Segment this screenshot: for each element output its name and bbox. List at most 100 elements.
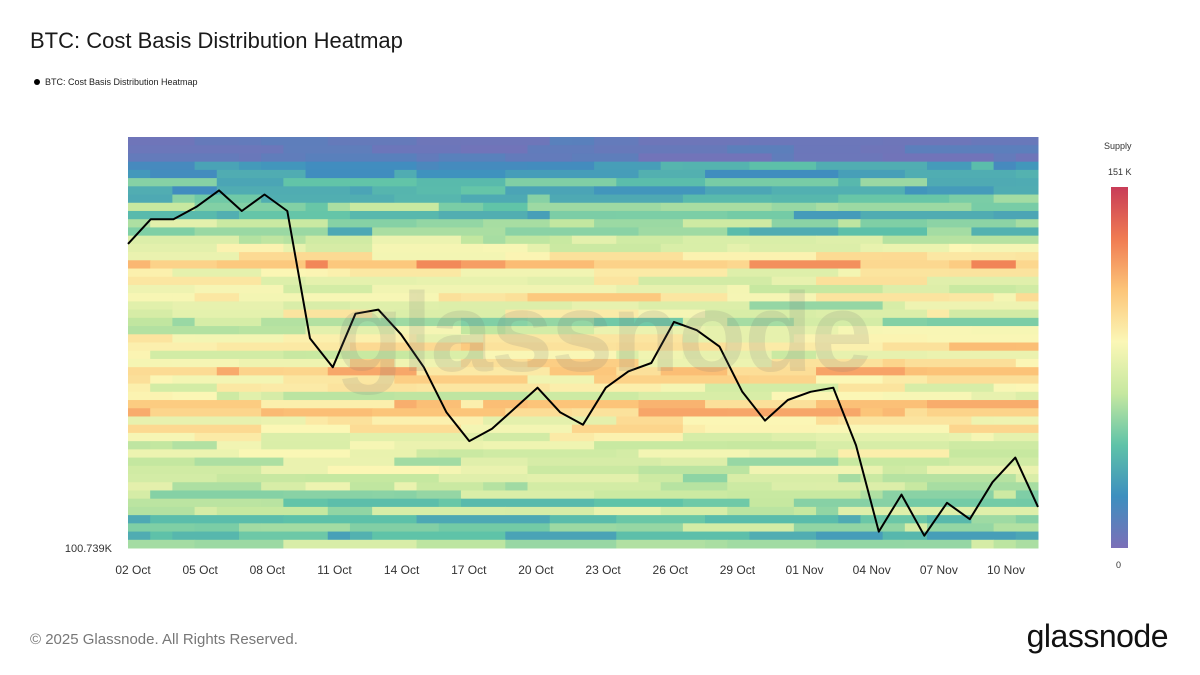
heatmap-cell xyxy=(816,416,839,426)
heatmap-cell xyxy=(993,490,1017,500)
heatmap-cell xyxy=(238,391,262,401)
heatmap-cell xyxy=(128,416,262,426)
heatmap-cell xyxy=(349,186,373,196)
y-min-label: 100.739K xyxy=(65,543,113,555)
heatmap-cell xyxy=(349,482,395,491)
heatmap-cell xyxy=(527,276,595,286)
heatmap-cell xyxy=(305,268,329,278)
heatmap-cell xyxy=(816,539,906,549)
heatmap-cell xyxy=(927,531,1017,541)
heatmap-cell xyxy=(571,408,639,417)
heatmap-cell xyxy=(172,268,262,278)
heatmap-cell xyxy=(416,161,440,171)
heatmap-cell xyxy=(438,153,506,163)
heatmap-cell xyxy=(616,235,684,245)
heatmap-cell xyxy=(882,342,950,352)
heatmap-cell xyxy=(416,367,551,376)
heatmap-cell xyxy=(660,243,728,253)
heatmap-cell xyxy=(394,457,462,467)
heatmap-cell xyxy=(327,383,418,393)
heatmap-cell xyxy=(705,186,773,196)
heatmap-cell xyxy=(882,252,928,261)
heatmap-cell xyxy=(816,235,884,245)
heatmap-cell xyxy=(927,161,972,171)
heatmap-cell xyxy=(771,276,817,286)
heatmap-cell xyxy=(460,145,529,154)
heatmap-cell xyxy=(993,186,1039,196)
heatmap-cell xyxy=(194,137,240,146)
heatmap-cell xyxy=(150,441,173,450)
heatmap-cell xyxy=(927,482,1039,491)
heatmap-cell xyxy=(860,219,928,228)
heatmap-cell xyxy=(571,301,639,311)
heatmap-cell xyxy=(128,391,173,401)
heatmap-cell xyxy=(327,506,373,516)
heatmap-cell xyxy=(793,210,861,220)
heatmap-cell xyxy=(1015,474,1039,483)
heatmap-cell xyxy=(416,137,462,146)
heatmap-cell xyxy=(638,227,728,237)
heatmap-cell xyxy=(904,498,1017,508)
heatmap-cell xyxy=(150,375,173,385)
heatmap-cell xyxy=(349,424,462,434)
heatmap-cell xyxy=(150,145,284,154)
heatmap-cell xyxy=(838,416,972,426)
heatmap-cell xyxy=(949,145,1039,154)
heatmap-cell xyxy=(372,408,506,417)
heatmap-cell xyxy=(971,416,995,426)
heatmap-cell xyxy=(1015,161,1039,171)
heatmap-cell xyxy=(128,153,240,163)
heatmap-cell xyxy=(194,506,218,516)
heatmap-cell xyxy=(372,506,506,516)
heatmap-cell xyxy=(349,523,440,533)
legend: BTC: Cost Basis Distribution Heatmap xyxy=(34,77,198,87)
heatmap-cell xyxy=(128,539,196,549)
heatmap-cell xyxy=(816,375,884,385)
heatmap-cell xyxy=(505,539,617,549)
heatmap-cell xyxy=(416,449,440,459)
heatmap-cell xyxy=(638,276,773,286)
heatmap-cell xyxy=(638,301,750,311)
heatmap-cell xyxy=(682,334,795,343)
heatmap-cell xyxy=(194,334,284,343)
heatmap-cell xyxy=(771,350,817,360)
heatmap-cell xyxy=(150,515,284,524)
heatmap-cell xyxy=(194,317,262,327)
heatmap-cell xyxy=(571,424,684,434)
heatmap-cell xyxy=(305,474,440,483)
heatmap-cell xyxy=(682,416,817,426)
heatmap-cell xyxy=(682,498,750,508)
heatmap-cell xyxy=(838,219,861,228)
heatmap-cell xyxy=(172,531,240,541)
heatmap-cell xyxy=(594,268,728,278)
heatmap-cell xyxy=(150,383,218,393)
heatmap-cell xyxy=(261,441,351,450)
heatmap-cell xyxy=(816,449,839,459)
heatmap-cell xyxy=(949,432,972,442)
heatmap-cell xyxy=(660,202,773,212)
heatmap-cell xyxy=(172,317,196,327)
heatmap-cell xyxy=(594,490,728,500)
heatmap-cell xyxy=(128,523,196,533)
heatmap-cell xyxy=(261,482,307,491)
heatmap-cell xyxy=(483,350,617,360)
heatmap-cell xyxy=(993,539,1017,549)
heatmap-cell xyxy=(261,408,284,417)
heatmap-cell xyxy=(971,432,995,442)
heatmap-cell xyxy=(793,317,884,327)
heatmap-cell xyxy=(594,186,706,196)
heatmap-cell xyxy=(128,309,173,319)
heatmap-cell xyxy=(372,243,484,253)
heatmap-cell xyxy=(949,235,1039,245)
heatmap-cell xyxy=(416,153,440,163)
heatmap-cell xyxy=(372,252,506,261)
heatmap-cell xyxy=(261,317,351,327)
heatmap-cell xyxy=(327,367,418,376)
heatmap-cell xyxy=(416,334,462,343)
heatmap-cell xyxy=(594,326,706,335)
heatmap-cell xyxy=(527,375,595,385)
heatmap-cell xyxy=(216,383,262,393)
heatmap-cell xyxy=(1015,260,1039,270)
heatmap-cell xyxy=(505,531,617,541)
heatmap-cell xyxy=(128,408,151,417)
